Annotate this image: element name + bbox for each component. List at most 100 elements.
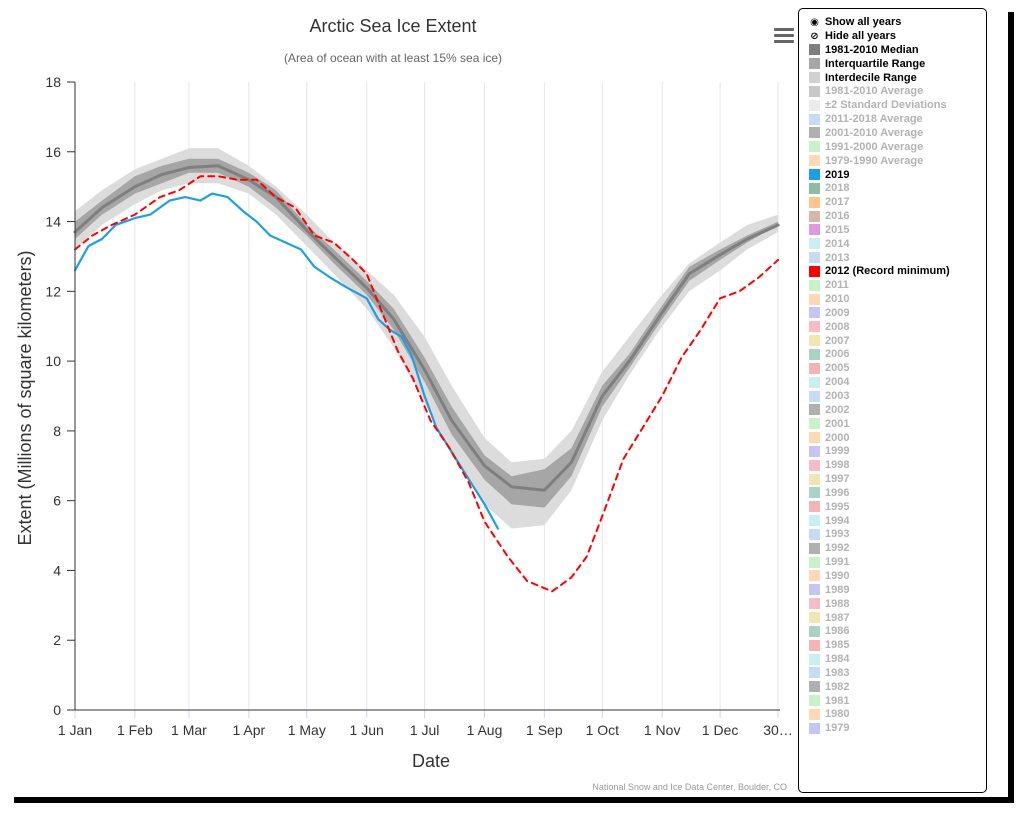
legend-item[interactable]: 1987 (809, 611, 986, 625)
legend-item[interactable]: 2007 (809, 334, 986, 348)
series-line-1981-2010-median (73, 164, 780, 492)
legend-item[interactable]: 1986 (809, 624, 986, 638)
legend-swatch (809, 556, 820, 568)
hide-all-years-button[interactable]: ⊘ Hide all years (809, 29, 986, 43)
legend-swatch (809, 99, 820, 111)
legend-label: 2019 (825, 168, 850, 181)
legend-item[interactable]: Interquartile Range (809, 57, 986, 71)
hide-all-label: Hide all years (825, 30, 896, 42)
x-tick-label: 1 Apr (232, 722, 265, 738)
legend-label: 2001 (825, 417, 850, 430)
legend-item[interactable]: 1991-2000 Average (809, 140, 986, 154)
legend-swatch (809, 695, 820, 707)
legend-label: 2008 (825, 320, 850, 333)
interquartile-range-band (75, 158, 779, 508)
legend-item[interactable]: 1979-1990 Average (809, 154, 986, 168)
legend-item[interactable]: 2013 (809, 251, 986, 265)
legend-swatch (809, 321, 820, 333)
legend-item[interactable]: 1998 (809, 458, 986, 472)
legend-label: ±2 Standard Deviations (825, 99, 947, 112)
legend-label: 1989 (825, 583, 850, 596)
legend-item[interactable]: 2018 (809, 181, 986, 195)
x-tick-label: 1 Feb (117, 722, 153, 738)
eye-icon: ◉ (810, 16, 819, 28)
legend-item[interactable]: 2011 (809, 278, 986, 292)
legend-item[interactable]: 2017 (809, 195, 986, 209)
legend-swatch (809, 196, 820, 208)
legend-item[interactable]: 2008 (809, 320, 986, 334)
legend-swatch (809, 708, 820, 720)
legend-swatch (809, 432, 820, 444)
x-tick-label: 1 Jan (58, 722, 92, 738)
legend-swatch (809, 404, 820, 416)
legend-item[interactable]: 1981-2010 Median (809, 43, 986, 57)
range-bands (75, 148, 779, 529)
legend-panel: ◉ Show all years ⊘ Hide all years 1981-2… (798, 8, 987, 793)
chart-svg: Arctic Sea Ice Extent (Area of ocean wit… (15, 16, 793, 792)
legend-item[interactable]: 2012 (Record minimum) (809, 265, 986, 279)
legend-label: 1979-1990 Average (825, 154, 924, 167)
legend-item[interactable]: 1993 (809, 528, 986, 542)
legend-label: 2014 (825, 237, 850, 250)
legend-item[interactable]: 1992 (809, 541, 986, 555)
legend-label: 2011 (825, 279, 849, 292)
y-tick-label: 2 (53, 632, 61, 648)
legend-label: 1988 (825, 597, 850, 610)
series-line-2019 (73, 192, 500, 530)
legend-label: 2004 (825, 376, 850, 389)
hamburger-menu-icon[interactable] (774, 28, 794, 46)
legend-item[interactable]: 2005 (809, 361, 986, 375)
legend-item[interactable]: 1985 (809, 638, 986, 652)
legend-item[interactable]: 1991 (809, 555, 986, 569)
y-tick-label: 18 (45, 74, 61, 90)
legend-swatch (809, 528, 820, 540)
legend-swatch (809, 279, 820, 291)
legend-swatch (809, 584, 820, 596)
legend-item[interactable]: 2015 (809, 223, 986, 237)
legend-label: 1982 (825, 680, 850, 693)
y-tick-label: 12 (45, 283, 61, 299)
legend-item[interactable]: 2010 (809, 292, 986, 306)
legend-item[interactable]: 2001 (809, 417, 986, 431)
legend-label: Interdecile Range (825, 71, 917, 84)
legend-item[interactable]: 2019 (809, 168, 986, 182)
legend-label: 2017 (825, 196, 850, 209)
legend-item[interactable]: 1982 (809, 680, 986, 694)
legend-item[interactable]: 1981-2010 Average (809, 85, 986, 99)
legend-item[interactable]: ±2 Standard Deviations (809, 98, 986, 112)
legend-item[interactable]: 1983 (809, 666, 986, 680)
legend-item[interactable]: 1994 (809, 514, 986, 528)
legend-item[interactable]: 1979 (809, 721, 986, 735)
legend-swatch (809, 85, 820, 97)
axes: 1 Jan 1 Feb 1 Mar 1 Apr 1 May 1 Jun 1 Jul 1 Aug… (45, 74, 792, 738)
legend-item[interactable]: 1999 (809, 444, 986, 458)
legend-item[interactable]: 1996 (809, 486, 986, 500)
legend-item[interactable]: 2000 (809, 431, 986, 445)
legend-item[interactable]: 2009 (809, 306, 986, 320)
credit-text[interactable]: National Snow and Ice Data Center, Bould… (592, 782, 787, 792)
legend-label: 1981-2010 Average (825, 85, 924, 98)
legend-item[interactable]: 2006 (809, 348, 986, 362)
show-all-years-button[interactable]: ◉ Show all years (809, 15, 986, 29)
legend-item[interactable]: 2011-2018 Average (809, 112, 986, 126)
x-tick-label: 1 Oct (586, 722, 620, 738)
legend-item[interactable]: 2003 (809, 389, 986, 403)
legend-swatch (809, 238, 820, 250)
legend-item[interactable]: Interdecile Range (809, 71, 986, 85)
legend-item[interactable]: 1990 (809, 569, 986, 583)
legend-label: 1980 (825, 708, 850, 721)
legend-item[interactable]: 2001-2010 Average (809, 126, 986, 140)
legend-label: 1996 (825, 486, 850, 499)
legend-item[interactable]: 2016 (809, 209, 986, 223)
legend-item[interactable]: 1995 (809, 500, 986, 514)
legend-item[interactable]: 1988 (809, 597, 986, 611)
legend-item[interactable]: 1989 (809, 583, 986, 597)
legend-item[interactable]: 2004 (809, 375, 986, 389)
legend-item[interactable]: 2014 (809, 237, 986, 251)
legend-item[interactable]: 1980 (809, 708, 986, 722)
legend-item[interactable]: 1981 (809, 694, 986, 708)
legend-label: 1992 (825, 542, 850, 555)
legend-item[interactable]: 1997 (809, 472, 986, 486)
legend-item[interactable]: 1984 (809, 652, 986, 666)
legend-item[interactable]: 2002 (809, 403, 986, 417)
